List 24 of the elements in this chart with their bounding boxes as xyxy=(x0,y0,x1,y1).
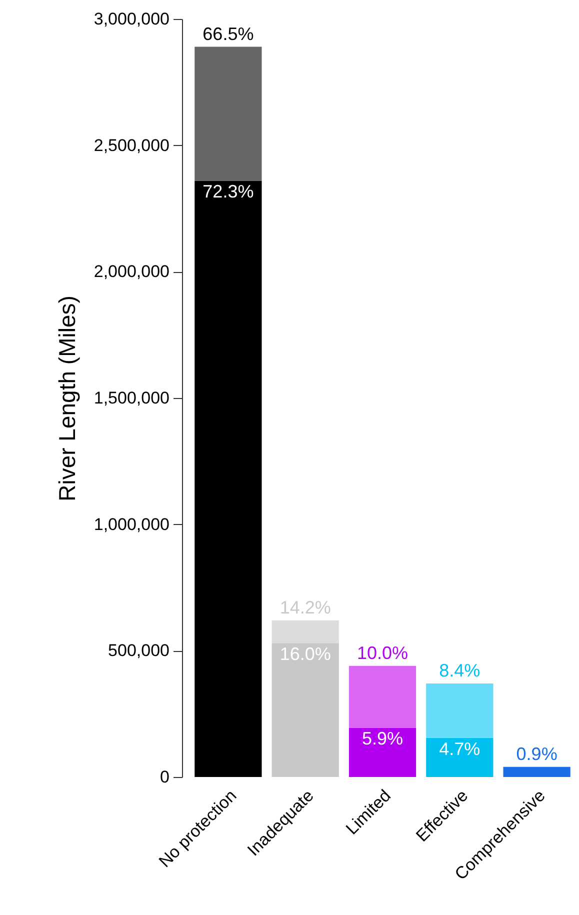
y-tick-label: 3,000,000 xyxy=(94,10,170,28)
annotation: 4.7% xyxy=(439,738,480,759)
y-tick-label: 0 xyxy=(160,768,170,786)
bar xyxy=(426,738,494,777)
y-tick-label: 2,000,000 xyxy=(94,262,170,282)
annotation: 72.3% xyxy=(202,182,254,202)
bar xyxy=(194,180,262,777)
y-tick-label: 1,500,000 xyxy=(94,388,170,408)
bar xyxy=(272,620,339,644)
bar xyxy=(503,766,570,777)
y-tick-label: 1,000,000 xyxy=(94,514,170,534)
annotation: 8.4% xyxy=(439,660,480,681)
bar xyxy=(272,643,339,777)
annotation: 66.5% xyxy=(202,24,254,44)
y-axis-title: River Length (Miles) xyxy=(54,296,80,502)
y-tick-label: 2,500,000 xyxy=(94,136,170,155)
annotation: 5.9% xyxy=(362,728,404,749)
annotation: 0.9% xyxy=(516,744,558,764)
y-tick-label: 500,000 xyxy=(108,641,170,660)
bar xyxy=(348,666,416,728)
bar xyxy=(348,728,416,777)
bar xyxy=(426,684,494,738)
annotation: 10.0% xyxy=(356,642,408,663)
bar xyxy=(194,46,262,181)
